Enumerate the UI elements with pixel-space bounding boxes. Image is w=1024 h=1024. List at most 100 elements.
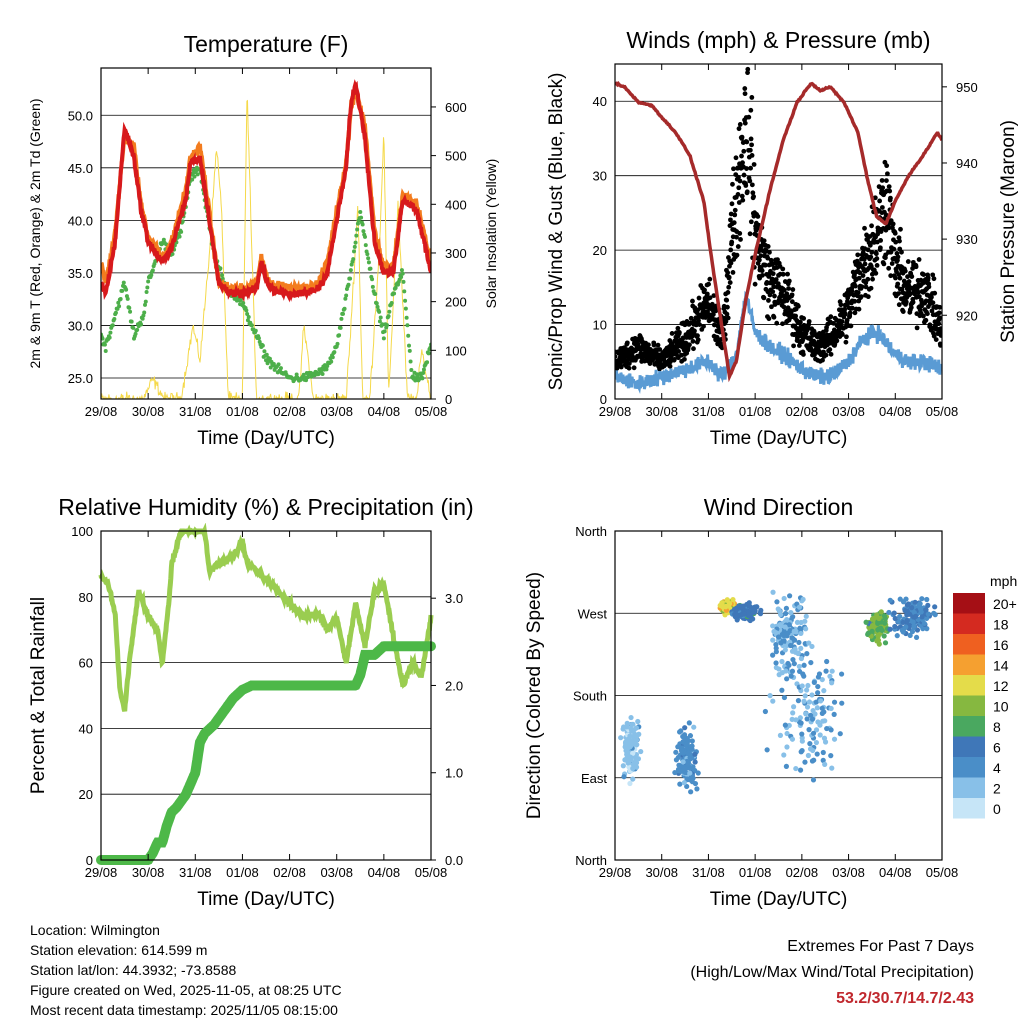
direction-point bbox=[680, 759, 686, 765]
direction-point bbox=[630, 776, 636, 782]
dewpoint-point bbox=[170, 252, 175, 257]
gust-point bbox=[797, 319, 803, 325]
gust-point bbox=[795, 303, 801, 309]
dewpoint-point bbox=[149, 273, 154, 278]
direction-point bbox=[829, 668, 835, 674]
temperature-ytick-label: 40.0 bbox=[68, 213, 93, 228]
gust-point bbox=[926, 284, 932, 290]
gust-point bbox=[691, 346, 696, 352]
gust-point bbox=[839, 319, 845, 324]
gust-point bbox=[732, 212, 738, 218]
gust-point bbox=[740, 160, 745, 166]
direction-point bbox=[783, 763, 790, 769]
direction-point bbox=[802, 759, 808, 765]
temperature-ytick-label: 35.0 bbox=[68, 266, 93, 281]
direction-point bbox=[808, 712, 814, 718]
gust-point bbox=[742, 91, 748, 97]
dewpoint-point bbox=[366, 260, 371, 265]
direction-point bbox=[897, 596, 903, 602]
gust-point bbox=[923, 317, 929, 323]
gust-point bbox=[725, 304, 730, 310]
direction-point bbox=[767, 693, 773, 699]
direction-point bbox=[805, 752, 811, 759]
dewpoint-point bbox=[400, 271, 405, 276]
dewpoint-point bbox=[294, 372, 299, 377]
dewpoint-point bbox=[324, 367, 329, 372]
colorbar-label: 14 bbox=[993, 658, 1009, 674]
gust-point bbox=[852, 310, 858, 316]
direction-point bbox=[798, 720, 804, 726]
gust-point bbox=[667, 363, 673, 369]
colorbar-swatch bbox=[953, 798, 985, 819]
direction-point bbox=[892, 623, 898, 630]
direction-point bbox=[678, 768, 684, 774]
winds-xtick-label: 29/08 bbox=[599, 404, 632, 419]
gust-point bbox=[724, 311, 730, 317]
gust-point bbox=[888, 195, 893, 201]
dewpoint-point bbox=[399, 268, 404, 273]
humidity-ylabel-left: Percent & Total Rainfall bbox=[28, 597, 49, 794]
dewpoint-point bbox=[245, 312, 250, 317]
gust-point bbox=[761, 238, 767, 244]
winds-y2tick-label: 930 bbox=[956, 232, 978, 247]
direction-point bbox=[806, 699, 813, 705]
gust-point bbox=[905, 259, 911, 264]
temperature-y2tick-label: 200 bbox=[445, 295, 467, 310]
direction-point bbox=[634, 742, 640, 748]
gust-point bbox=[902, 268, 908, 274]
humidity-xtick-label: 04/08 bbox=[368, 865, 401, 880]
direction-point bbox=[828, 727, 834, 733]
dewpoint-point bbox=[117, 304, 122, 309]
direction-point bbox=[694, 786, 700, 792]
direction-point bbox=[919, 596, 925, 602]
colorbar-title: mph bbox=[990, 573, 1017, 589]
gust-point bbox=[729, 239, 735, 245]
dewpoint-point bbox=[143, 302, 147, 307]
dewpoint-point bbox=[360, 222, 365, 227]
gust-point bbox=[765, 255, 771, 261]
gust-point bbox=[843, 339, 849, 345]
gust-point bbox=[728, 217, 733, 223]
temperature-title: Temperature (F) bbox=[184, 31, 349, 57]
dewpoint-point bbox=[359, 215, 364, 220]
direction-point bbox=[802, 693, 808, 699]
direction-point bbox=[897, 613, 903, 620]
humidity-frame bbox=[100, 530, 432, 861]
direction-point bbox=[770, 652, 776, 658]
dewpoint-point bbox=[102, 342, 107, 347]
gust-point bbox=[748, 219, 754, 225]
temperature-xtick-label: 04/08 bbox=[368, 404, 401, 419]
winds-y2tick-label: 920 bbox=[956, 308, 978, 323]
direction-point bbox=[809, 692, 815, 698]
gust-point bbox=[742, 86, 748, 91]
temperature-ytick-label: 45.0 bbox=[68, 161, 93, 176]
gust-point bbox=[862, 225, 867, 231]
dewpoint-point bbox=[355, 221, 360, 226]
dewpoint-point bbox=[405, 323, 410, 328]
dewpoint-point bbox=[370, 284, 375, 289]
direction-point bbox=[904, 611, 910, 618]
gust-point bbox=[761, 295, 767, 301]
gust-point bbox=[877, 198, 883, 204]
dewpoint-point bbox=[144, 290, 149, 295]
direction-series-group bbox=[618, 589, 938, 795]
direction-point bbox=[684, 740, 690, 747]
gust-point bbox=[737, 122, 743, 127]
gust-point bbox=[748, 107, 754, 113]
gust-point bbox=[870, 276, 875, 282]
gust-point bbox=[936, 321, 942, 327]
gust-point bbox=[868, 285, 874, 291]
dewpoint-point bbox=[190, 177, 195, 182]
temperature-xtick-label: 05/08 bbox=[415, 404, 448, 419]
gust-point bbox=[769, 304, 774, 310]
gust-point bbox=[626, 361, 632, 366]
dewpoint-point bbox=[325, 364, 330, 369]
direction-ytick-label: North bbox=[575, 524, 607, 539]
dewpoint-point bbox=[377, 309, 382, 314]
gust-point bbox=[735, 244, 741, 249]
gust-point bbox=[692, 328, 697, 334]
gust-point bbox=[796, 343, 802, 348]
direction-point bbox=[822, 761, 828, 767]
direction-point bbox=[882, 616, 888, 622]
gust-point bbox=[884, 178, 889, 183]
